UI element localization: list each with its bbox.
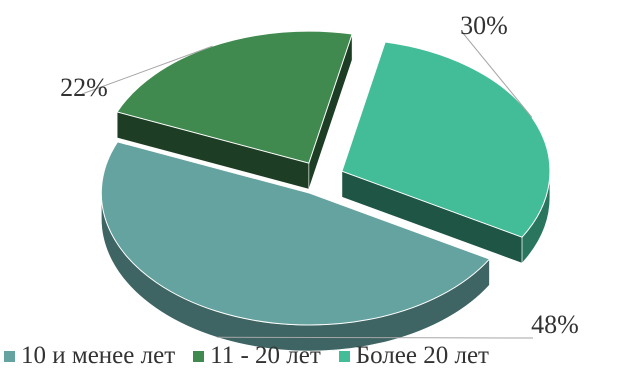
- legend: 10 и менее лет 11 - 20 лет Более 20 лет: [4, 341, 634, 371]
- legend-swatch-3: [338, 350, 350, 362]
- legend-label-3: Более 20 лет: [355, 342, 489, 369]
- legend-label-2: 11 - 20 лет: [210, 342, 321, 369]
- legend-swatch-2: [193, 350, 205, 362]
- data-labels: 48% 22% 30%: [60, 11, 579, 339]
- slice-1-top: [100, 141, 491, 326]
- legend-label-1: 10 и менее лет: [21, 342, 176, 369]
- legend-swatch-1: [4, 350, 15, 362]
- data-label-1: 48%: [531, 310, 579, 339]
- data-label-3: 30%: [460, 11, 508, 40]
- leader-line-3: [461, 31, 533, 118]
- slice-tops: [100, 30, 551, 326]
- leader-line-2: [81, 45, 213, 95]
- legend-item-2: 11 - 20 лет: [193, 342, 321, 370]
- legend-item-3: Более 20 лет: [338, 342, 489, 370]
- data-label-2: 22%: [60, 73, 108, 102]
- leader-line-1: [216, 336, 534, 339]
- legend-item-1: 10 и менее лет: [4, 342, 175, 370]
